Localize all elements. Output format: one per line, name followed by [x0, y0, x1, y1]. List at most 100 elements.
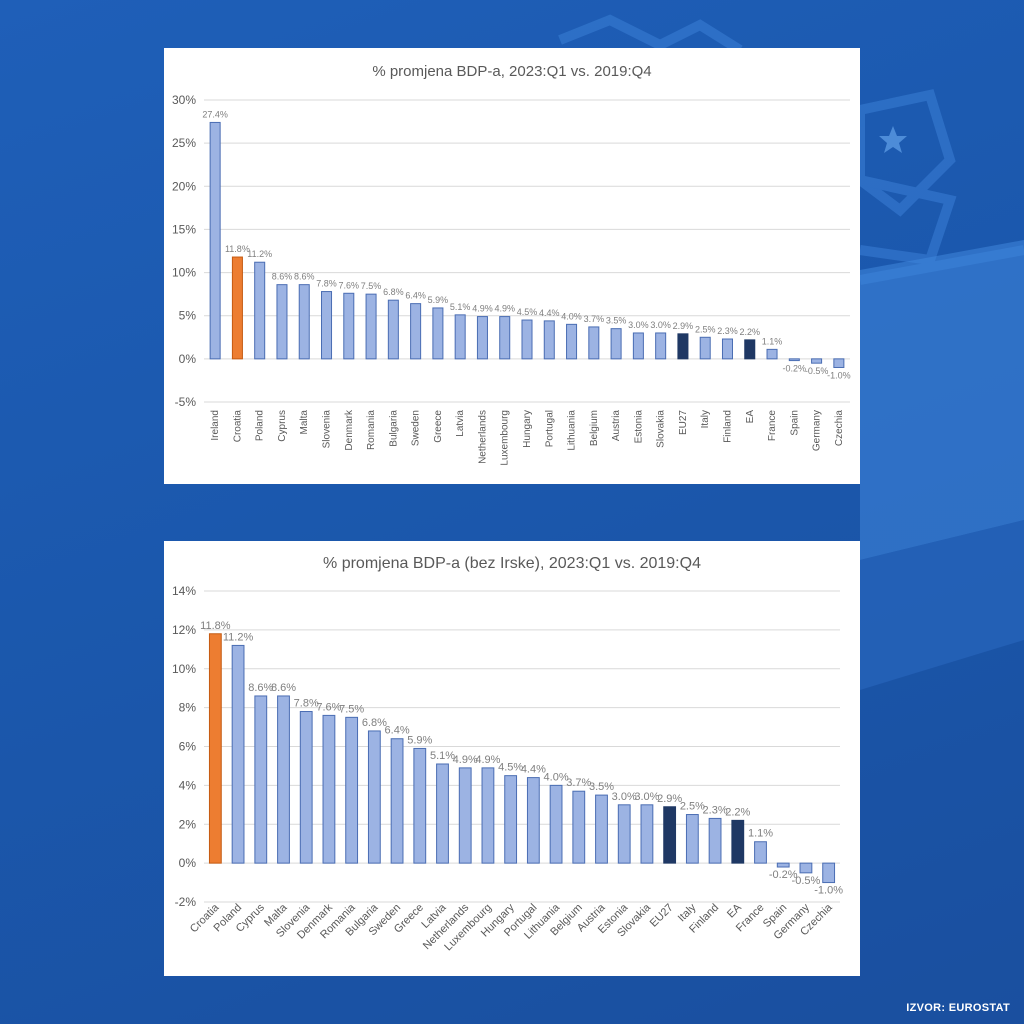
data-label: 4.9%	[475, 754, 500, 766]
data-label: 2.9%	[657, 793, 682, 805]
bar-spain	[776, 862, 790, 868]
data-label: 6.4%	[405, 291, 426, 301]
y-tick-label: 10%	[172, 662, 196, 676]
data-label: 2.3%	[703, 804, 728, 816]
bar-estonia	[617, 804, 631, 864]
data-label: 11.2%	[247, 249, 272, 259]
chart-title: % promjena BDP-a, 2023:Q1 vs. 2019:Q4	[372, 63, 651, 80]
bar-croatia	[208, 633, 222, 864]
bar-lithuania	[566, 323, 578, 360]
data-label: 2.5%	[695, 324, 716, 334]
y-tick-label: 30%	[172, 93, 196, 107]
data-label: 3.0%	[612, 791, 637, 803]
y-tick-label: 6%	[179, 740, 197, 754]
bar-ea	[731, 819, 745, 864]
y-tick-label: 0%	[179, 352, 197, 366]
category-label: Sweden	[411, 410, 422, 446]
category-label: Slovakia	[656, 410, 667, 448]
data-label: 8.6%	[248, 682, 273, 694]
y-tick-label: 8%	[179, 701, 197, 715]
bar-romania	[365, 293, 377, 360]
bar-germany	[811, 358, 823, 364]
data-label: -0.2%	[769, 869, 798, 881]
data-label: 4.4%	[521, 764, 546, 776]
data-label: 6.8%	[362, 717, 387, 729]
data-label: 4.5%	[517, 307, 538, 317]
y-tick-label: 0%	[179, 856, 197, 870]
y-tick-label: -2%	[175, 895, 197, 909]
data-label: 4.5%	[498, 762, 523, 774]
data-label: 8.6%	[294, 272, 315, 282]
category-label: Hungary	[522, 410, 533, 448]
data-label: 4.0%	[561, 311, 582, 321]
data-label: 2.2%	[725, 806, 750, 818]
bar-bulgaria	[367, 730, 381, 864]
bar-portugal	[543, 320, 555, 360]
bar-estonia	[632, 332, 644, 360]
data-label: 8.6%	[272, 272, 293, 282]
data-label: 5.1%	[430, 750, 455, 762]
y-tick-label: 15%	[172, 222, 196, 236]
category-label: Portugal	[544, 410, 555, 447]
y-tick-label: 4%	[179, 778, 197, 792]
data-label: 5.1%	[450, 302, 471, 312]
bar-ireland	[209, 121, 221, 360]
bar-austria	[610, 328, 622, 360]
data-label: 8.6%	[271, 682, 296, 694]
data-label: 11.2%	[223, 631, 254, 643]
category-label: France	[767, 410, 778, 442]
bar-slovenia	[299, 711, 313, 864]
data-label: 7.6%	[339, 280, 360, 290]
bar-italy	[685, 814, 699, 864]
category-label: Malta	[299, 410, 310, 435]
bar-poland	[254, 261, 266, 360]
category-label: Romania	[366, 410, 377, 450]
y-tick-label: 25%	[172, 136, 196, 150]
category-label: Czechia	[834, 410, 845, 447]
category-label: Croatia	[232, 410, 243, 443]
y-tick-label: 10%	[172, 266, 196, 280]
bar-italy	[699, 336, 711, 360]
bar-hungary	[521, 319, 533, 360]
bar-finland	[721, 338, 733, 360]
chart-panel-1: % promjena BDP-a, 2023:Q1 vs. 2019:Q4 -5%…	[164, 48, 860, 484]
category-label: Denmark	[344, 409, 355, 451]
data-label: 4.9%	[453, 754, 478, 766]
bar-denmark	[322, 714, 336, 864]
bar-germany	[799, 862, 813, 874]
data-label: 4.9%	[472, 304, 493, 314]
bar-cyprus	[276, 284, 288, 360]
bar-finland	[708, 817, 722, 864]
data-label: 7.8%	[294, 698, 319, 710]
y-tick-label: 14%	[172, 584, 196, 598]
data-label: 2.2%	[740, 327, 761, 337]
category-label: Poland	[255, 410, 266, 441]
data-label: 7.8%	[316, 279, 337, 289]
data-label: 3.5%	[589, 781, 614, 793]
category-label: Ireland	[210, 410, 221, 441]
data-label: -0.2%	[783, 364, 807, 374]
bar-ea	[744, 339, 756, 360]
bar-france	[754, 841, 767, 864]
bar-slovakia	[655, 332, 667, 360]
data-label: 3.0%	[628, 320, 649, 330]
data-label: 4.9%	[494, 304, 515, 314]
data-label: 1.1%	[748, 828, 773, 840]
data-label: 3.5%	[606, 316, 627, 326]
bar-lithuania	[549, 784, 563, 864]
y-tick-label: -5%	[175, 395, 197, 409]
bar-netherlands	[458, 767, 472, 864]
category-label: Cyprus	[277, 410, 288, 442]
y-tick-label: 12%	[172, 623, 196, 637]
bar-denmark	[343, 292, 355, 360]
data-label: -1.0%	[827, 370, 851, 380]
data-label: -0.5%	[792, 875, 821, 887]
data-label: 27.4%	[202, 109, 228, 119]
data-label: 3.0%	[634, 791, 659, 803]
bar-croatia	[231, 256, 243, 360]
category-label: Italy	[700, 410, 711, 428]
data-label: 2.9%	[673, 321, 694, 331]
data-label: 3.0%	[650, 320, 671, 330]
bar-cyprus	[254, 695, 268, 864]
bar-latvia	[436, 763, 449, 864]
